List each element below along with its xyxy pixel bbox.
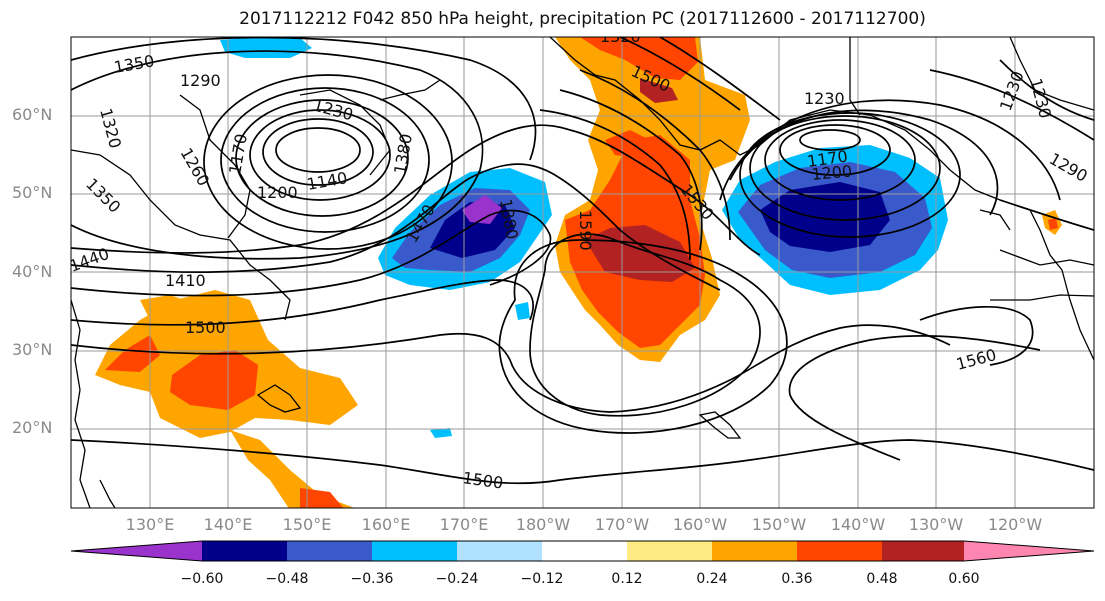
lat-label: 20°N xyxy=(12,418,53,437)
lon-label: 150°E xyxy=(282,515,332,534)
lon-label: 160°W xyxy=(672,515,728,534)
lon-label: 130°E xyxy=(125,515,175,534)
colorbar-tick-label: −0.60 xyxy=(180,571,224,587)
colorbar-segment xyxy=(457,541,542,561)
colorbar-segment xyxy=(542,541,627,561)
contour-label: 1410 xyxy=(165,271,206,290)
lon-label: 140°E xyxy=(203,515,253,534)
colorbar-segment xyxy=(372,541,457,561)
lon-label: 170°E xyxy=(439,515,489,534)
contour-label: 1320 xyxy=(600,27,641,46)
height-contours xyxy=(71,37,1094,485)
map-title: 2017112212 F042 850 hPa height, precipit… xyxy=(239,9,926,29)
contour-label: 1230 xyxy=(804,89,845,108)
colorbar-tick-label: −0.36 xyxy=(350,571,394,587)
colorbar-segment xyxy=(882,541,964,561)
lon-label: 150°W xyxy=(751,515,807,534)
contour-label: 1200 xyxy=(811,162,853,184)
colorbar-tick-label: −0.24 xyxy=(435,571,479,587)
contour-label: 1200 xyxy=(257,183,298,202)
colorbar-segment xyxy=(627,541,712,561)
lon-label: 160°E xyxy=(361,515,411,534)
contour-label: 1590 xyxy=(576,210,595,251)
lat-label: 50°N xyxy=(12,183,53,202)
lat-label: 40°N xyxy=(12,262,53,281)
colorbar-segment xyxy=(202,541,287,561)
colorbar-tick-label: 0.60 xyxy=(948,571,980,587)
colorbar-tick-label: 0.24 xyxy=(696,571,728,587)
colorbar-extend-low xyxy=(71,541,202,561)
lon-label: 130°W xyxy=(908,515,964,534)
colorbar-segment xyxy=(797,541,882,561)
contour-label: 1290 xyxy=(180,71,221,90)
precip-misc-small xyxy=(220,37,1062,438)
lat-label: 30°N xyxy=(12,340,53,359)
colorbar-tick-label: −0.48 xyxy=(265,571,309,587)
precip-positive-west-pacific xyxy=(95,290,358,508)
colorbar-segment xyxy=(287,541,372,561)
lon-label: 120°W xyxy=(987,515,1043,534)
colorbar-segment xyxy=(712,541,797,561)
colorbar-tick-label: 0.48 xyxy=(866,571,898,587)
colorbar-tick-label: 0.12 xyxy=(611,571,643,587)
lat-label: 60°N xyxy=(12,105,53,124)
lon-label: 180°W xyxy=(515,515,571,534)
colorbar-tick-label: −0.12 xyxy=(520,571,564,587)
colorbar-tick-label: 0.36 xyxy=(781,571,813,587)
colorbar xyxy=(70,540,1095,562)
contour-label: 1500 xyxy=(185,318,226,337)
lon-label: 170°W xyxy=(594,515,650,534)
lon-label: 140°W xyxy=(830,515,886,534)
colorbar-extend-high xyxy=(964,541,1094,561)
